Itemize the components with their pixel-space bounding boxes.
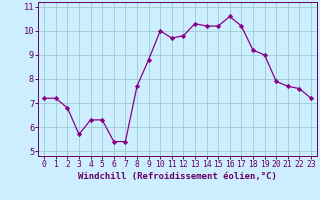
X-axis label: Windchill (Refroidissement éolien,°C): Windchill (Refroidissement éolien,°C) (78, 172, 277, 181)
